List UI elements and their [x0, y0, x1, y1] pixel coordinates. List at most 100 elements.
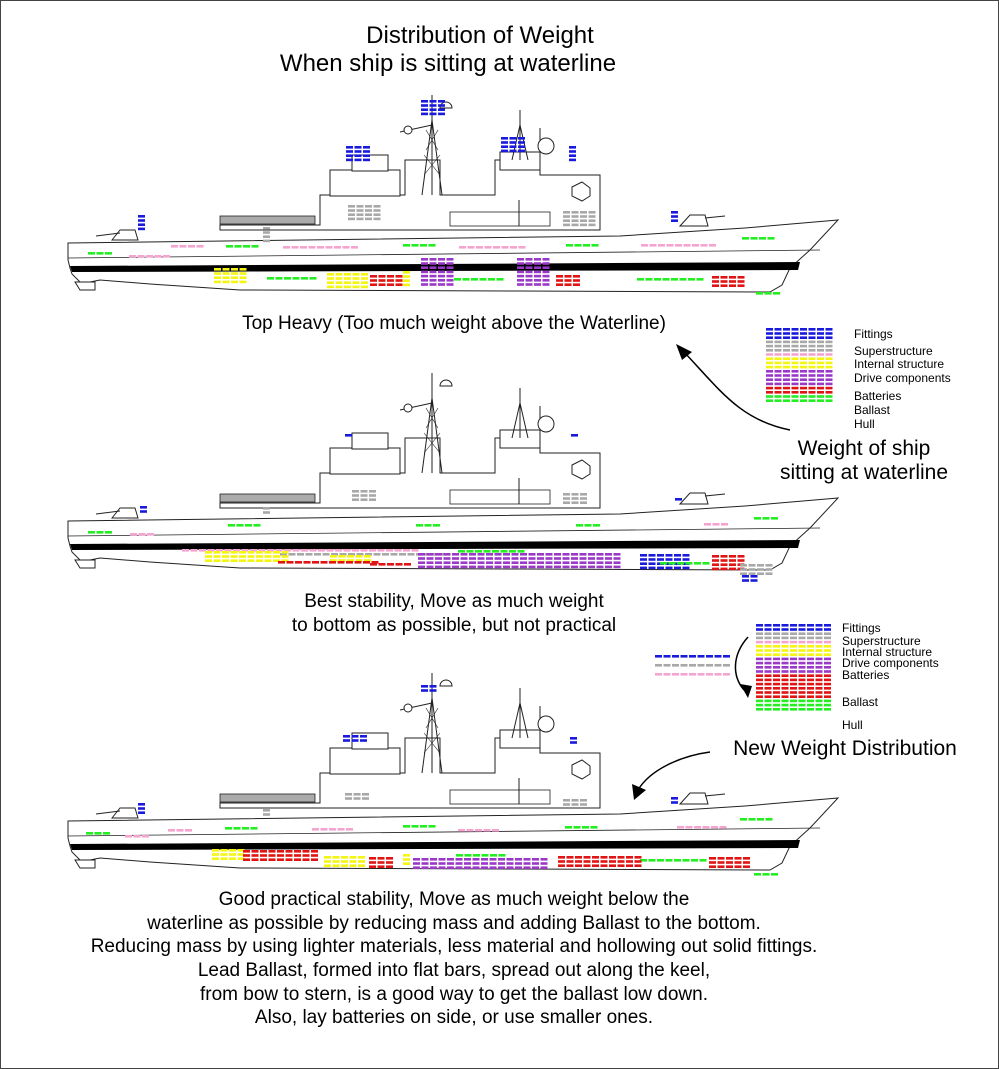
- drive-components-weight-block: [231, 280, 238, 284]
- superstructure-weight-block: [263, 507, 270, 510]
- hull-weight-block: [702, 562, 710, 565]
- batteries-weight-block: [545, 565, 553, 569]
- caption-top-heavy: Top Heavy (Too much weight above the Wat…: [242, 313, 666, 334]
- ballast-weight-block: [302, 858, 310, 861]
- ballast-weight-block: [729, 284, 736, 287]
- fittings-weight-block: [674, 554, 681, 557]
- ballast-weight-block: [575, 864, 582, 867]
- hull-weight-block: [225, 827, 232, 830]
- superstructure-weight-block: [764, 632, 772, 635]
- fittings-weight-block: [354, 158, 362, 162]
- superstructure-weight-block: [783, 340, 790, 344]
- hull-weight-block: [800, 399, 807, 402]
- internal-structure-weight-block: [721, 523, 728, 526]
- hull-weight-block: [483, 550, 491, 553]
- superstructure-weight-block: [580, 501, 587, 504]
- drive-components-weight-block: [230, 551, 238, 554]
- ballast-weight-block: [294, 854, 301, 857]
- ballast-weight-block: [798, 695, 806, 698]
- fittings-weight-block: [671, 219, 678, 222]
- fittings-weight-block: [138, 807, 145, 810]
- hull-weight-block: [411, 244, 419, 247]
- hull-weight-block: [103, 832, 110, 835]
- internal-structure-weight-block: [190, 549, 198, 552]
- ballast-weight-block: [377, 865, 385, 868]
- drive-components-weight-block: [231, 268, 238, 271]
- internal-structure-weight-block: [709, 244, 716, 247]
- batteries-weight-block: [588, 553, 595, 556]
- batteries-weight-block: [764, 661, 772, 665]
- batteries-weight-block: [486, 553, 493, 556]
- superstructure-weight-block: [263, 235, 270, 238]
- hull-weight-block: [791, 395, 799, 398]
- drive-components-weight-block: [808, 365, 816, 369]
- batteries-weight-block: [542, 283, 550, 286]
- ballast-weight-block: [807, 682, 814, 686]
- ballast-weight-block: [395, 563, 403, 566]
- caption-best-stability-line-1: Best stability, Move as much weight: [304, 591, 604, 612]
- superstructure-weight-block: [353, 793, 361, 796]
- drive-components-weight-block: [352, 277, 360, 280]
- batteries-weight-block: [520, 561, 527, 564]
- hull-weight-block: [808, 399, 816, 402]
- batteries-weight-block: [824, 661, 831, 665]
- ballast-weight-block: [737, 559, 745, 562]
- ballast-weight-block: [766, 386, 773, 390]
- batteries-weight-block: [481, 862, 488, 865]
- fittings-weight-block: [665, 554, 673, 557]
- ballast-weight-block: [386, 857, 393, 860]
- hull-weight-block: [754, 517, 761, 520]
- hull-weight-block: [682, 859, 690, 862]
- fittings-weight-block: [640, 554, 647, 557]
- superstructure-weight-block: [263, 809, 270, 812]
- ballast-weight-block: [295, 561, 302, 564]
- superstructure-weight-block: [748, 568, 756, 571]
- ballast-weight-block: [756, 682, 763, 686]
- fittings-weight-block: [682, 554, 690, 557]
- drive-components-weight-block: [815, 649, 823, 652]
- drive-components-weight-block: [403, 854, 410, 857]
- batteries-weight-block: [815, 670, 823, 673]
- fittings-weight-block: [421, 104, 428, 107]
- fittings-weight-block: [438, 108, 445, 111]
- drive-components-weight-block: [338, 555, 346, 558]
- ballast-weight-block: [346, 561, 353, 564]
- superstructure-weight-block: [280, 553, 287, 556]
- batteries-weight-block: [464, 858, 471, 861]
- drive-components-weight-block: [352, 273, 360, 276]
- batteries-weight-block: [825, 378, 833, 381]
- drive-components-weight-block: [273, 559, 280, 562]
- ballast-weight-block: [302, 850, 310, 853]
- hull-weight-block: [640, 859, 647, 862]
- fittings-weight-block: [781, 624, 789, 627]
- batteries-weight-block: [452, 553, 459, 556]
- superstructure-weight-block: [774, 349, 782, 352]
- batteries-weight-block: [438, 270, 445, 274]
- hull-weight-block: [509, 550, 516, 553]
- superstructure-weight-block: [757, 564, 764, 567]
- hull-weight-block: [464, 854, 472, 857]
- superstructure-weight-block: [791, 349, 799, 352]
- superstructure-weight-block: [353, 797, 361, 800]
- superstructure-weight-block: [588, 223, 596, 227]
- drive-components-weight-block: [237, 857, 245, 860]
- hull-weight-block: [243, 245, 250, 248]
- internal-structure-weight-block: [284, 549, 291, 552]
- ballast-weight-block: [773, 682, 780, 686]
- batteries-weight-block: [825, 370, 833, 373]
- batteries-weight-block: [435, 565, 442, 569]
- batteries-weight-block: [421, 283, 428, 286]
- drive-components-weight-block: [798, 645, 806, 648]
- superstructure-weight-block: [815, 632, 823, 635]
- hull-weight-block: [275, 277, 283, 280]
- internal-structure-weight-block: [394, 549, 402, 552]
- batteries-weight-block: [798, 670, 806, 673]
- ballast-weight-block: [609, 864, 616, 867]
- ballast-weight-block: [558, 856, 565, 859]
- fittings-weight-block: [138, 227, 145, 231]
- superstructure-weight-block: [563, 219, 570, 222]
- drive-components-weight-block: [815, 653, 823, 656]
- drive-components-weight-block: [335, 273, 343, 276]
- batteries-weight-block: [764, 657, 772, 661]
- drive-components-weight-block: [756, 653, 763, 656]
